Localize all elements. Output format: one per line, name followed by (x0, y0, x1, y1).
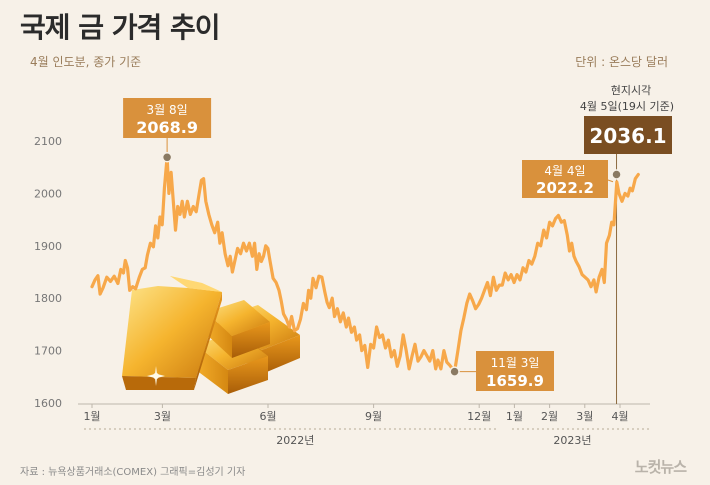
callout-leader (607, 179, 614, 183)
x-tick-label: 6월 (259, 410, 276, 423)
y-tick-label: 1600 (34, 397, 62, 410)
price-series-line (90, 155, 640, 374)
callout-date: 3월 8일 (147, 103, 188, 117)
callout-value: 2022.2 (536, 179, 594, 197)
publisher-logo: 노컷뉴스 (634, 458, 687, 476)
year-label: 2023년 (553, 434, 591, 447)
y-tick-label: 2000 (34, 187, 62, 200)
page-title: 국제 금 가격 추이 (20, 11, 221, 44)
latest-point (611, 169, 622, 180)
callout-date: 4월 4일 (544, 164, 585, 178)
source-credit: 자료 : 뉴욕상품거래소(COMEX) 그래픽=김성기 기자 (20, 467, 246, 478)
y-tick-label: 2100 (34, 135, 62, 148)
y-tick-label: 1800 (34, 292, 62, 305)
x-tick-label: 1월 (506, 410, 523, 423)
callout-box (476, 351, 554, 391)
x-tick-label: 3월 (154, 410, 171, 423)
callout-date: 11월 3일 (491, 356, 540, 370)
x-tick-label: 4월 (611, 410, 628, 423)
callout-value: 2068.9 (136, 118, 198, 137)
callout-box (123, 98, 212, 138)
y-tick-label: 1700 (34, 345, 62, 358)
low-point (449, 366, 460, 377)
callout-box-dark (584, 116, 672, 154)
peak-point (161, 152, 173, 163)
callout-note: 현지시각 (611, 84, 651, 97)
callout-box (522, 160, 608, 198)
unit-label: 단위 : 온스당 달러 (575, 55, 668, 69)
x-tick-label: 3월 (576, 410, 593, 423)
x-tick-label: 1월 (83, 410, 100, 423)
x-tick-label: 2월 (541, 410, 558, 423)
chart-subtitle: 4월 인도분, 종가 기준 (30, 55, 142, 69)
gold-bars-illustration (122, 276, 300, 394)
year-label: 2022년 (276, 434, 314, 447)
callout-date: 4월 5일(19시 기준) (580, 99, 674, 113)
x-tick-label: 9월 (365, 410, 382, 423)
callout-value: 1659.9 (486, 372, 544, 390)
y-tick-label: 1900 (34, 240, 62, 253)
x-tick-label: 12월 (467, 410, 491, 423)
callout-value: 2036.1 (589, 124, 666, 148)
